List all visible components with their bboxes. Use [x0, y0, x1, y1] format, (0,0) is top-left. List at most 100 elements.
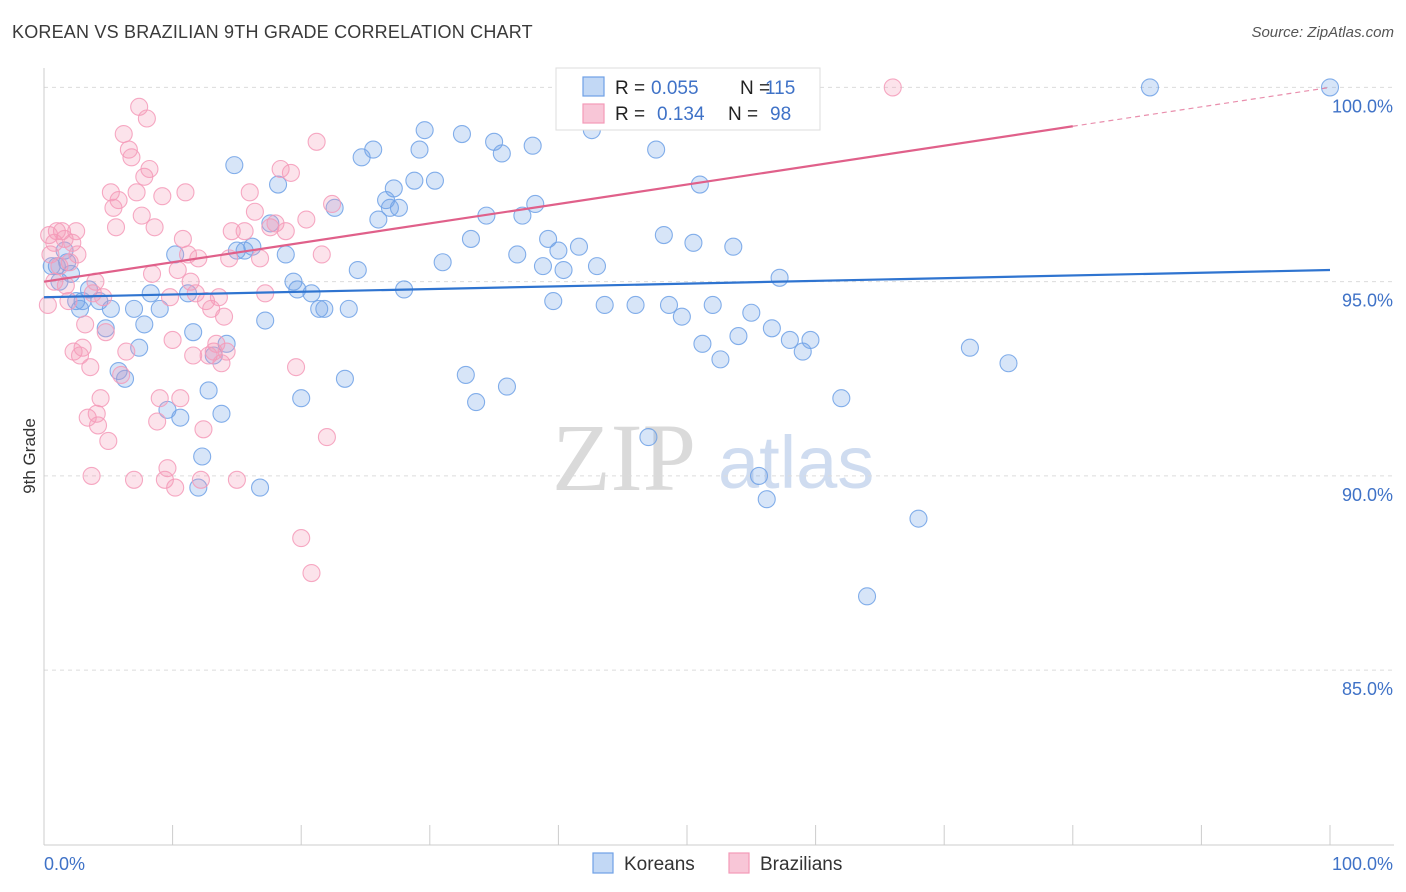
data-point: [433, 253, 452, 272]
data-point: [96, 319, 115, 338]
legend-n-label-brazilians: N =: [728, 104, 758, 125]
data-point: [150, 389, 169, 408]
watermark-zip: ZIP: [552, 404, 696, 511]
x-tick-label: 0.0%: [44, 854, 85, 874]
data-point: [647, 140, 666, 159]
data-point: [56, 276, 75, 295]
legend-swatch-brazilians: [582, 103, 605, 124]
data-point: [50, 257, 69, 276]
grid-lines: [44, 86, 1394, 671]
data-point: [323, 194, 342, 214]
trend-line: [43, 268, 1331, 299]
data-point: [83, 284, 102, 303]
data-point: [209, 288, 228, 307]
y-axis-title: 9th Grade: [20, 418, 39, 494]
data-point: [288, 280, 307, 299]
data-point: [497, 377, 517, 396]
data-point: [384, 179, 403, 198]
data-point: [461, 229, 481, 248]
series-brazilians: [38, 78, 902, 583]
data-point: [539, 229, 558, 248]
data-point: [47, 222, 66, 241]
legend-swatch-koreans: [582, 76, 605, 97]
data-point: [312, 245, 331, 264]
data-point: [142, 264, 162, 283]
data-point: [109, 191, 128, 210]
data-point: [297, 210, 316, 229]
data-point: [770, 268, 789, 287]
data-point: [749, 466, 769, 485]
data-point: [513, 206, 532, 225]
data-point: [626, 295, 645, 315]
data-point: [292, 529, 311, 548]
axes: 100.0% 95.0% 90.0% 85.0% 0.0% 100.0% 9th Grade: [20, 68, 1394, 874]
data-point: [684, 233, 703, 252]
data-point: [222, 222, 241, 241]
data-point: [199, 381, 218, 400]
data-point: [166, 478, 185, 497]
data-point: [1140, 78, 1160, 97]
data-point: [703, 295, 722, 315]
legend-n-value-koreans: 115: [765, 78, 795, 99]
data-point: [127, 183, 146, 202]
data-point: [1320, 78, 1340, 97]
data-point: [405, 171, 424, 190]
data-point: [389, 198, 408, 217]
data-point: [101, 183, 120, 202]
data-point: [425, 171, 444, 190]
data-point: [857, 587, 877, 606]
data-point: [191, 470, 210, 489]
data-point: [801, 330, 820, 350]
data-point: [94, 288, 113, 307]
data-point: [654, 226, 673, 245]
data-point: [554, 260, 573, 280]
x-tick-label: 100.0%: [1332, 854, 1393, 874]
data-point: [780, 330, 799, 350]
data-point: [141, 284, 160, 303]
data-point: [452, 124, 472, 144]
data-point: [181, 272, 200, 291]
data-point: [757, 490, 776, 509]
data-point: [235, 222, 254, 241]
data-point: [212, 404, 231, 423]
data-point: [960, 338, 979, 357]
data-point: [724, 237, 743, 256]
data-point: [73, 338, 92, 357]
data-point: [315, 299, 334, 318]
data-point: [150, 299, 169, 318]
data-point: [302, 284, 321, 303]
data-point: [112, 365, 131, 384]
data-point: [60, 253, 79, 272]
data-point: [456, 365, 475, 384]
data-point: [369, 210, 388, 229]
data-point: [261, 214, 280, 233]
trend-line-extension: [1072, 86, 1331, 127]
data-point: [140, 159, 159, 179]
data-point: [269, 175, 288, 194]
y-tick-label: 95.0%: [1342, 291, 1393, 311]
data-point: [693, 334, 712, 353]
data-point: [287, 358, 306, 377]
data-point: [276, 222, 295, 241]
data-point: [135, 315, 154, 334]
data-point: [171, 408, 190, 427]
data-point: [38, 295, 57, 315]
data-point: [549, 241, 568, 260]
data-point: [909, 509, 928, 528]
bottom-legend-swatch-brazilians: [728, 852, 750, 874]
data-point: [245, 202, 264, 221]
data-point: [339, 299, 358, 318]
data-point: [124, 470, 144, 489]
data-point: [415, 121, 434, 140]
data-point: [176, 183, 195, 202]
bottom-legend-swatch-koreans: [592, 852, 614, 874]
data-point: [153, 187, 172, 206]
data-point: [302, 563, 321, 583]
watermark: ZIP atlas: [552, 404, 874, 511]
data-point: [193, 447, 212, 466]
data-point: [158, 459, 177, 478]
chart-title: KOREAN VS BRAZILIAN 9TH GRADE CORRELATIO…: [12, 22, 533, 42]
data-point: [184, 346, 203, 365]
data-point: [276, 245, 295, 264]
